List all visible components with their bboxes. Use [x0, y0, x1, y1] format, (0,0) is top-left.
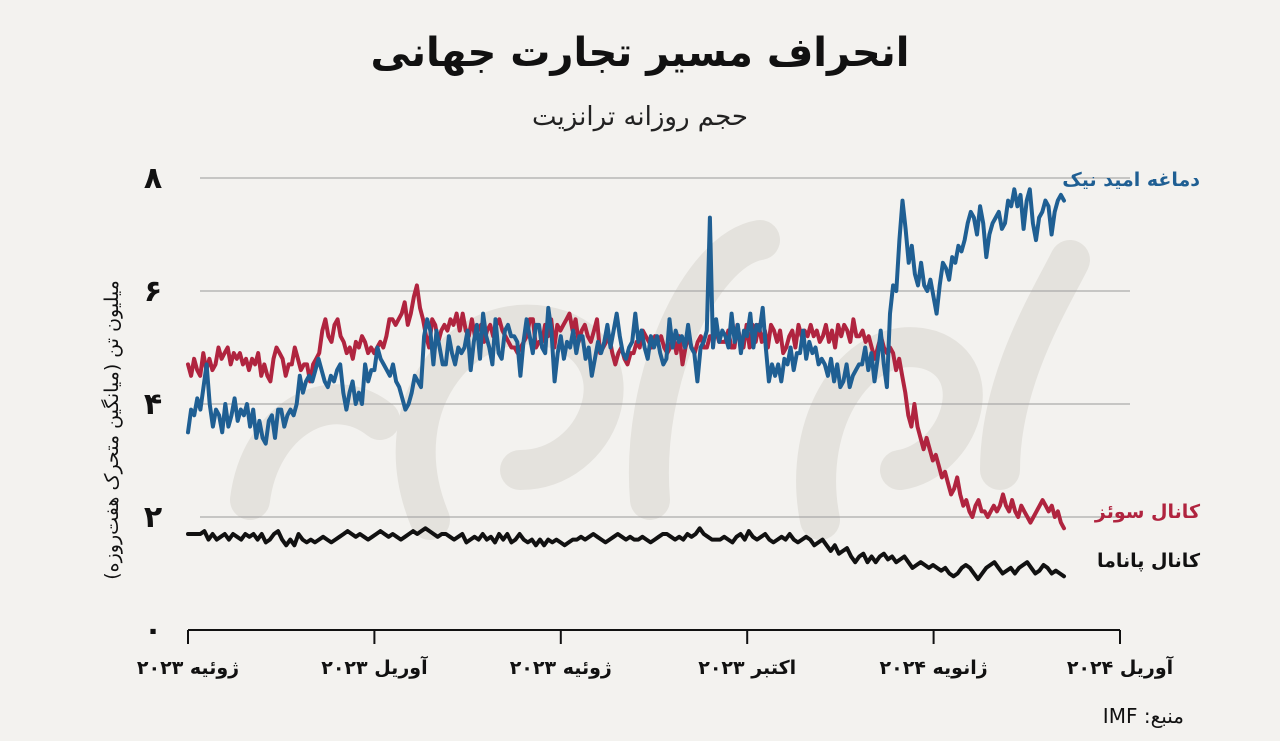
series-line	[186, 526, 1066, 582]
x-tick-label: اکتبر ۲۰۲۳	[698, 657, 796, 679]
series-label: کانال سوئز	[1094, 501, 1201, 523]
series-line	[186, 187, 1066, 446]
y-tick-label: ۶	[144, 274, 162, 309]
chart-subtitle: حجم روزانه ترانزیت	[532, 102, 748, 132]
watermark-stroke	[628, 220, 780, 520]
watermark-stroke	[230, 384, 400, 520]
series-label: دماغه امید نیک	[1062, 169, 1200, 191]
x-tick-label: ژانویه ۲۰۲۴	[880, 657, 988, 679]
x-tick-label: آوریل ۲۰۲۳	[321, 655, 428, 679]
y-tick-labels: ۰ ۲ ۴ ۶ ۸	[144, 161, 162, 648]
series-lines	[186, 187, 1066, 582]
y-tick-label: ۰	[144, 613, 162, 648]
x-tick-label: ژوئیه ۲۰۲۳	[137, 657, 239, 679]
source-note: منبع: IMF	[1102, 704, 1184, 728]
y-tick-label: ۲	[144, 500, 162, 535]
series-labels: دماغه امید نیک کانال سوئز کانال پاناما	[1062, 169, 1201, 572]
x-axis: ژوئیه ۲۰۲۳ آوریل ۲۰۲۳ ژوئیه ۲۰۲۳ اکتبر ۲۰۲۳…	[137, 629, 1174, 679]
watermark-stroke	[796, 327, 983, 540]
series-label: کانال پاناما	[1097, 550, 1201, 572]
watermark-stroke	[980, 240, 1090, 490]
chart-title: انحراف مسیر تجارت جهانی	[370, 30, 910, 76]
x-tick-label: آوریل ۲۰۲۴	[1067, 655, 1174, 679]
series-line	[186, 283, 1066, 531]
y-tick-label: ۴	[144, 387, 162, 422]
x-tick-label: ژوئیه ۲۰۲۳	[510, 657, 612, 679]
y-tick-label: ۸	[144, 161, 162, 196]
